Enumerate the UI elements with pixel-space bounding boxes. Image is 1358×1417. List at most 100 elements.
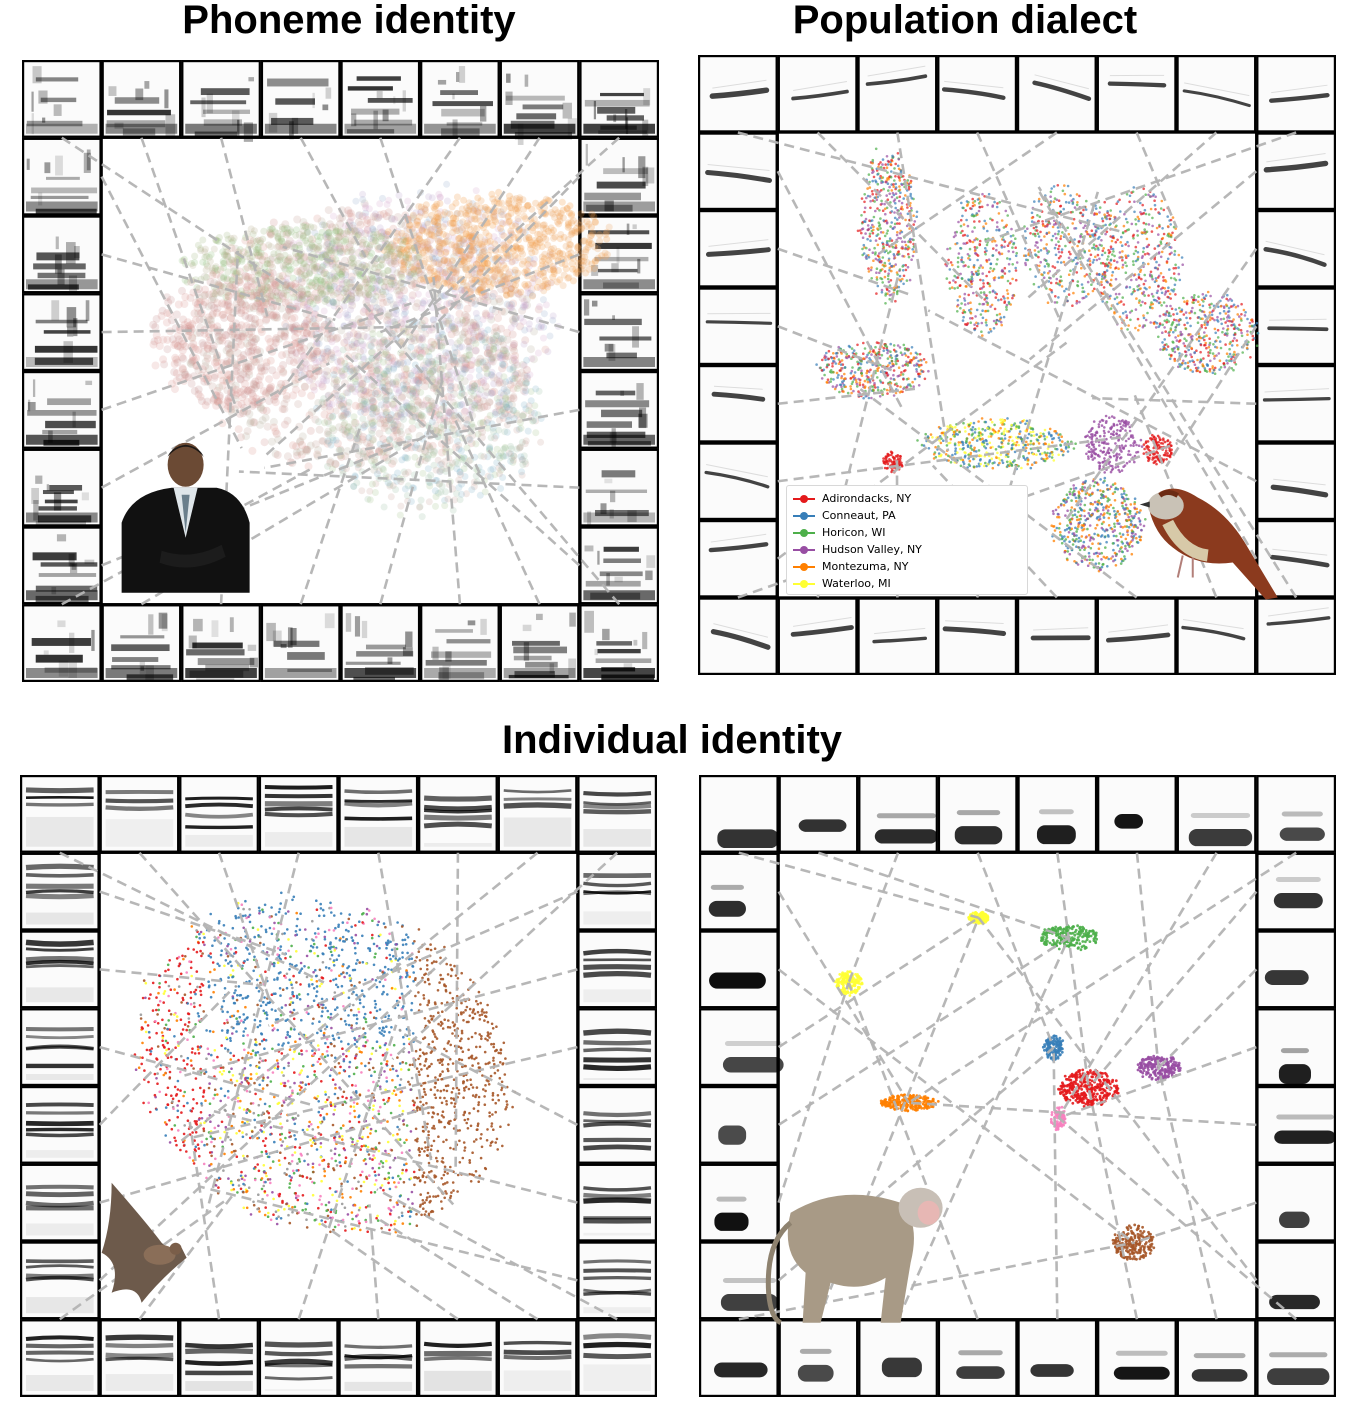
scatter-point <box>436 237 444 245</box>
scatter-point <box>323 230 330 238</box>
scatter-point <box>492 353 501 362</box>
scatter-point <box>295 283 304 292</box>
scatter-point <box>284 298 293 307</box>
scatter-point <box>292 253 301 261</box>
scatter-point <box>336 293 345 302</box>
scatter-point <box>281 220 290 229</box>
scatter-point <box>344 423 353 432</box>
tile-background <box>101 60 182 138</box>
spectrogram-blob <box>583 299 590 316</box>
scatter-point <box>369 403 378 412</box>
spectrogram-blob <box>56 534 67 542</box>
scatter-point <box>450 241 459 250</box>
scatter-point <box>492 327 501 336</box>
spectrogram-tile <box>181 60 262 142</box>
scatter-point <box>506 394 515 403</box>
scatter-point <box>443 197 451 205</box>
scatter-point <box>379 415 388 424</box>
spectrogram-blob <box>46 484 50 491</box>
scatter-point <box>407 268 416 277</box>
scatter-point <box>420 223 428 231</box>
scatter-point <box>508 304 516 312</box>
scatter-point <box>402 314 410 322</box>
scatter-point <box>469 321 478 330</box>
spectrogram-band <box>44 667 98 673</box>
scatter-point <box>227 234 235 242</box>
scatter-point <box>496 394 504 402</box>
scatter-point <box>300 300 308 309</box>
scatter-point <box>534 349 542 357</box>
scatter-point <box>236 298 245 307</box>
scatter-point <box>494 337 503 346</box>
spectrogram-blob <box>161 613 168 632</box>
scatter-point <box>521 384 529 392</box>
scatter-point <box>475 249 483 257</box>
spectrogram-band <box>595 390 636 396</box>
scatter-point <box>510 392 518 400</box>
scatter-point <box>489 358 497 366</box>
spectrogram-band <box>107 109 171 116</box>
scatter-point <box>195 315 204 324</box>
spectrogram-tile <box>698 209 778 288</box>
scatter-point <box>446 408 455 417</box>
scatter-point <box>362 291 370 300</box>
spectrogram-band <box>192 642 243 649</box>
scatter-point <box>191 316 200 325</box>
scatter-point <box>428 345 436 353</box>
scatter-point <box>349 329 358 338</box>
scatter-point <box>250 320 259 329</box>
spectrogram-blob <box>114 122 124 129</box>
scatter-point <box>506 380 515 389</box>
scatter-point <box>444 362 453 371</box>
scatter-point <box>494 402 503 410</box>
scatter-point <box>283 416 292 425</box>
scatter-point <box>475 332 483 341</box>
scatter-point <box>447 386 454 394</box>
scatter-point <box>203 397 212 406</box>
scatter-point <box>314 446 323 454</box>
spectrogram-blob <box>584 545 594 552</box>
scatter-point <box>522 437 530 445</box>
spectrogram-tile <box>1256 442 1336 521</box>
scatter-point <box>400 236 408 244</box>
scatter-point <box>295 230 304 239</box>
scatter-point <box>498 360 506 368</box>
spectrogram-band <box>583 668 655 678</box>
scatter-point <box>273 243 281 251</box>
scatter-point <box>459 333 468 342</box>
scatter-point <box>353 340 361 348</box>
scatter-point <box>355 288 364 297</box>
title-individual-identity: Individual identity <box>501 718 843 762</box>
scatter-point <box>263 283 272 292</box>
spectrogram-blob <box>584 610 594 633</box>
scatter-point <box>271 427 280 436</box>
scatter-point <box>208 382 217 391</box>
scatter-point <box>428 367 437 375</box>
scatter-point <box>527 285 536 294</box>
scatter-point <box>245 333 254 342</box>
scatter-point <box>180 368 189 377</box>
spectrogram-blob <box>405 631 413 648</box>
scatter-point <box>881 256 885 259</box>
spectrogram-blob <box>591 264 599 276</box>
scatter-point <box>278 223 286 231</box>
scatter-point <box>235 293 244 302</box>
scatter-point <box>413 384 422 393</box>
scatter-point <box>358 435 367 444</box>
scatter-point <box>289 240 297 248</box>
scatter-point <box>393 412 402 421</box>
scatter-point <box>391 279 399 287</box>
scatter-point <box>408 424 417 433</box>
scatter-point <box>350 351 359 360</box>
scatter-point <box>596 231 603 239</box>
scatter-point <box>382 298 391 307</box>
spectrogram-blob <box>28 399 31 412</box>
scatter-point <box>380 372 389 381</box>
scatter-point <box>366 496 374 504</box>
scatter-point <box>519 360 527 369</box>
scatter-point <box>505 268 514 277</box>
scatter-point <box>488 389 496 397</box>
scatter-point <box>281 329 290 338</box>
scatter-point <box>568 210 576 218</box>
scatter-point <box>367 389 376 398</box>
